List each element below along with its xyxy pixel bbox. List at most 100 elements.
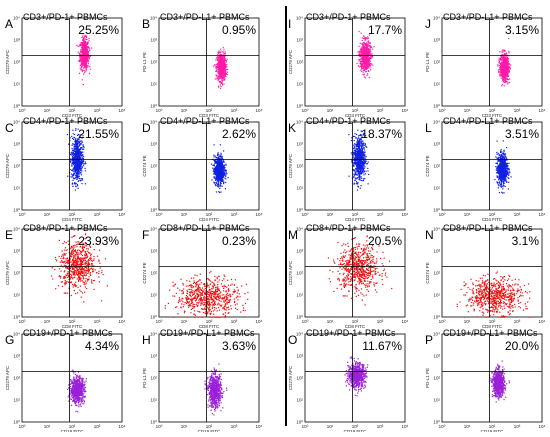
data-point (226, 388, 227, 389)
x-tick-label: 10⁴ (119, 319, 126, 324)
data-point (215, 291, 216, 292)
data-point (217, 60, 218, 61)
data-point (80, 269, 81, 270)
data-point (89, 58, 90, 59)
y-tick-label: 10¹ (150, 82, 157, 87)
data-point (222, 64, 223, 65)
data-point (78, 152, 79, 153)
data-point (190, 291, 191, 292)
data-point (212, 299, 213, 300)
data-point (84, 262, 85, 263)
data-point (172, 282, 173, 283)
data-point (193, 286, 194, 287)
data-point (67, 134, 68, 135)
data-point (223, 72, 224, 73)
data-point (67, 260, 68, 261)
data-point (222, 58, 223, 59)
x-tick-label: 10⁰ (19, 424, 26, 429)
data-point (85, 162, 86, 163)
data-point (78, 258, 79, 259)
data-point (82, 47, 83, 48)
data-point (224, 165, 225, 166)
data-point (224, 167, 225, 168)
y-tick-label: 10³ (150, 142, 157, 147)
data-point (86, 69, 87, 70)
data-point (222, 280, 223, 281)
data-point (203, 289, 204, 290)
data-point (191, 278, 192, 279)
data-point (71, 405, 72, 406)
x-tick-label: 10⁴ (256, 212, 263, 217)
data-point (88, 248, 89, 249)
data-point (105, 258, 106, 259)
data-point (215, 292, 216, 293)
data-point (220, 60, 221, 61)
data-point (75, 285, 76, 286)
data-point (228, 313, 229, 314)
data-point (79, 395, 80, 396)
data-point (84, 387, 85, 388)
data-point (216, 171, 217, 172)
data-point (178, 300, 179, 301)
data-point (218, 160, 219, 161)
data-point (220, 52, 221, 53)
data-point (72, 153, 73, 154)
data-point (63, 261, 64, 262)
data-point (76, 382, 77, 383)
data-point (212, 413, 213, 414)
data-point (223, 300, 224, 301)
data-point (82, 401, 83, 402)
data-point (204, 286, 205, 287)
data-point (219, 176, 220, 177)
data-point (67, 258, 68, 259)
data-point (220, 49, 221, 50)
data-point (223, 278, 224, 279)
data-point (215, 59, 216, 60)
data-point (195, 290, 196, 291)
data-point (221, 171, 222, 172)
data-point (85, 278, 86, 279)
data-point (223, 294, 224, 295)
data-point (72, 143, 73, 144)
data-point (71, 136, 72, 137)
data-point (99, 263, 100, 264)
data-point (76, 167, 77, 168)
x-tick-label: 10⁰ (156, 108, 163, 113)
data-point (208, 304, 209, 305)
data-point (73, 262, 74, 263)
data-point (86, 254, 87, 255)
x-axis-label: CD4 FITC (199, 217, 220, 222)
data-point (225, 286, 226, 287)
data-point (79, 264, 80, 265)
data-point (72, 183, 73, 184)
data-point (88, 262, 89, 263)
data-point (224, 79, 225, 80)
data-point (93, 256, 94, 257)
data-point (186, 280, 187, 281)
data-point (82, 166, 83, 167)
data-point (215, 184, 216, 185)
data-point (210, 271, 211, 272)
data-point (67, 293, 68, 294)
data-point (187, 296, 188, 297)
data-point (174, 296, 175, 297)
data-point (81, 162, 82, 163)
data-point (74, 401, 75, 402)
data-point (81, 406, 82, 407)
data-point (68, 241, 69, 242)
data-point (217, 56, 218, 57)
data-point (183, 284, 184, 285)
data-point (71, 166, 72, 167)
data-point (212, 291, 213, 292)
data-point (237, 303, 238, 304)
data-point (75, 245, 76, 246)
data-point (80, 385, 81, 386)
data-point (193, 314, 194, 315)
data-point (218, 288, 219, 289)
data-point (224, 275, 225, 276)
data-point (192, 295, 193, 296)
data-point (77, 151, 78, 152)
data-point (67, 273, 68, 274)
